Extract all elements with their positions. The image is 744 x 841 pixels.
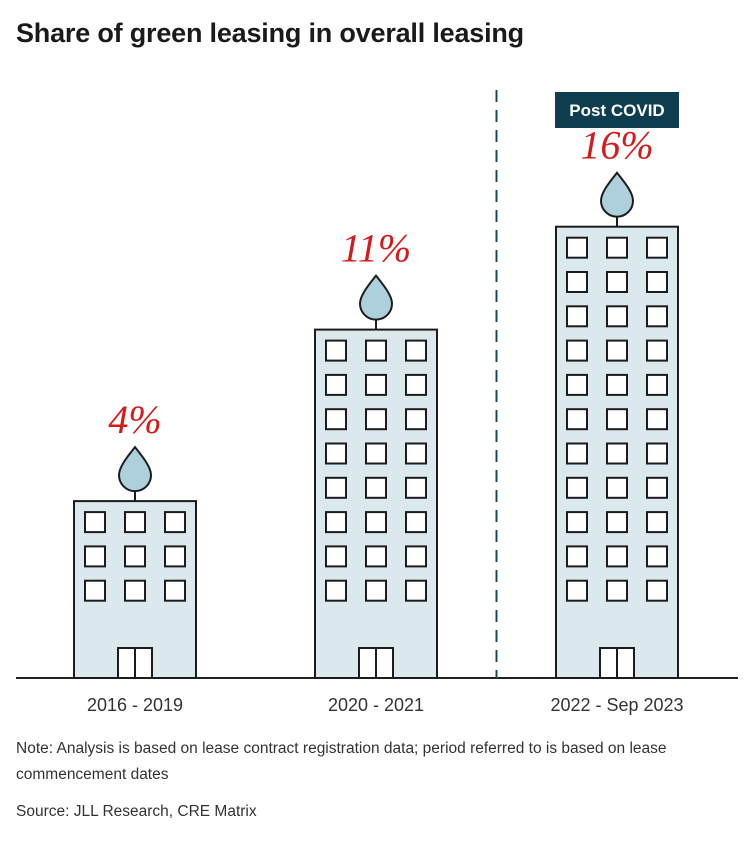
window bbox=[164, 545, 186, 568]
window bbox=[405, 545, 427, 568]
window bbox=[646, 545, 668, 568]
window bbox=[566, 271, 588, 293]
bar-building-2 bbox=[314, 273, 438, 679]
window bbox=[646, 373, 668, 396]
window bbox=[84, 511, 106, 534]
window bbox=[606, 236, 628, 259]
window bbox=[606, 271, 628, 293]
chart-title: Share of green leasing in overall leasin… bbox=[16, 18, 524, 48]
window bbox=[365, 373, 387, 396]
window bbox=[646, 339, 668, 362]
window bbox=[365, 545, 387, 568]
window bbox=[124, 545, 146, 568]
tick-label-1: 2016 - 2019 bbox=[87, 695, 183, 715]
window bbox=[164, 511, 186, 534]
window bbox=[84, 545, 106, 568]
tick-label-2: 2020 - 2021 bbox=[328, 695, 424, 715]
window bbox=[325, 442, 347, 465]
window bbox=[405, 339, 427, 362]
bar-building-1 bbox=[73, 445, 197, 679]
window bbox=[606, 408, 628, 431]
window bbox=[325, 373, 347, 396]
window bbox=[606, 476, 628, 499]
window bbox=[365, 476, 387, 499]
window bbox=[405, 511, 427, 534]
bar-building-3 bbox=[555, 171, 679, 679]
window bbox=[405, 373, 427, 396]
window bbox=[84, 579, 106, 602]
window bbox=[566, 339, 588, 362]
window bbox=[566, 511, 588, 534]
window bbox=[325, 408, 347, 431]
window bbox=[646, 511, 668, 534]
window bbox=[566, 442, 588, 465]
window bbox=[365, 442, 387, 465]
window bbox=[325, 579, 347, 602]
chart-note: Note: Analysis is based on lease contrac… bbox=[16, 740, 667, 783]
window bbox=[606, 339, 628, 362]
window bbox=[405, 476, 427, 499]
window bbox=[325, 545, 347, 568]
window bbox=[365, 339, 387, 362]
window bbox=[124, 511, 146, 534]
window bbox=[365, 511, 387, 534]
post-covid-badge-label: Post COVID bbox=[569, 101, 664, 120]
window bbox=[566, 579, 588, 602]
window bbox=[566, 545, 588, 568]
window bbox=[606, 511, 628, 534]
window bbox=[566, 476, 588, 499]
window bbox=[405, 408, 427, 431]
window bbox=[646, 236, 668, 259]
data-label-2: 11% bbox=[341, 226, 411, 271]
window bbox=[405, 442, 427, 465]
window bbox=[566, 408, 588, 431]
window bbox=[566, 373, 588, 396]
window bbox=[365, 408, 387, 431]
window bbox=[325, 339, 347, 362]
window bbox=[606, 373, 628, 396]
window bbox=[566, 236, 588, 259]
window bbox=[606, 545, 628, 568]
window bbox=[325, 476, 347, 499]
window bbox=[325, 511, 347, 534]
data-label-1: 4% bbox=[108, 397, 161, 442]
window bbox=[566, 305, 588, 328]
window bbox=[646, 476, 668, 499]
data-label-3: 16% bbox=[580, 123, 653, 168]
window bbox=[164, 579, 186, 602]
leaf-icon bbox=[599, 171, 635, 218]
post-covid-badge bbox=[555, 92, 679, 128]
window bbox=[606, 579, 628, 602]
window bbox=[606, 442, 628, 465]
tick-label-3: 2022 - Sep 2023 bbox=[550, 695, 683, 715]
window bbox=[646, 579, 668, 602]
chart-source: Source: JLL Research, CRE Matrix bbox=[16, 803, 257, 820]
window bbox=[606, 305, 628, 328]
window bbox=[646, 271, 668, 293]
leaf-icon bbox=[358, 273, 394, 321]
window bbox=[646, 408, 668, 431]
chart-area: 4% 2016 - 2019 11% 2020 - 2021 16% 2022 - Sep… bbox=[16, 90, 738, 715]
window bbox=[646, 305, 668, 328]
window bbox=[405, 579, 427, 602]
window bbox=[646, 442, 668, 465]
leaf-icon bbox=[117, 445, 153, 493]
window bbox=[124, 579, 146, 602]
window bbox=[365, 579, 387, 602]
